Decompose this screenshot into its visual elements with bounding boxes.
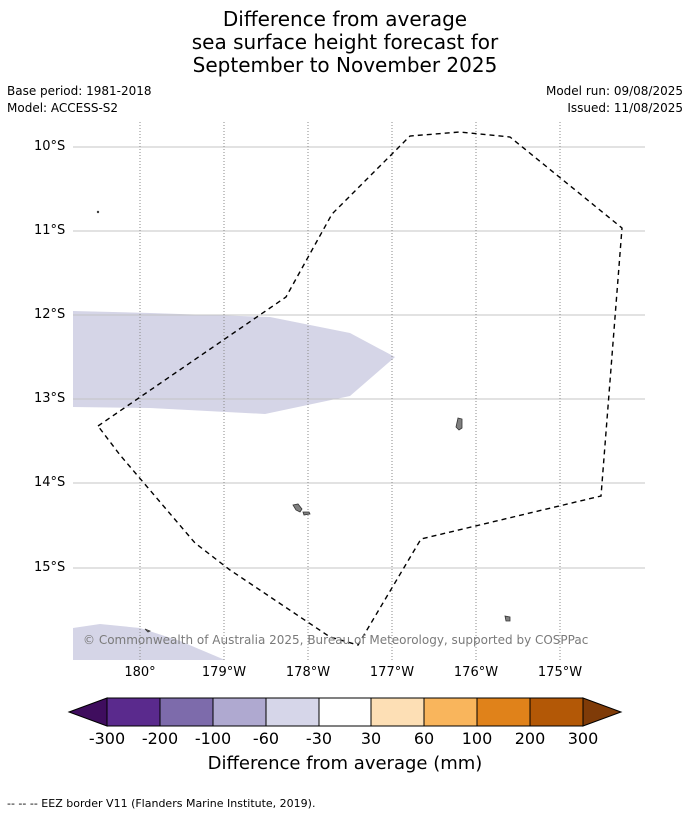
lon-label-180: 180° (124, 665, 156, 680)
colorbar-bin-3 (212, 697, 267, 727)
colorbar-tick: 300 (567, 729, 599, 748)
lon-label-176w: 176°W (453, 665, 499, 680)
title-line-3: September to November 2025 (192, 53, 498, 77)
colorbar-bin-4 (265, 697, 320, 727)
base-period: Base period: 1981-2018 (7, 84, 152, 98)
colorbar-bin-6 (370, 697, 425, 727)
latitude-gridlines (73, 146, 645, 569)
lon-label-175w: 175°W (537, 665, 583, 680)
colorbar-label: Difference from average (mm) (207, 753, 483, 774)
lon-label-178w: 178°W (285, 665, 331, 680)
lon-label-177w: 177°W (369, 665, 415, 680)
colorbar-extend-high (582, 697, 623, 727)
anomaly-region-lower (73, 624, 225, 660)
island-futuna (292, 503, 303, 513)
colorbar-tick: -100 (194, 729, 232, 748)
island-speck (96, 210, 100, 214)
island-east (504, 615, 511, 622)
lat-label-12s: 12°S (34, 307, 66, 322)
model-run: Model run: 09/08/2025 (545, 84, 683, 98)
lat-label-14s: 14°S (34, 475, 66, 490)
colorbar-tick: 30 (360, 729, 382, 748)
island-alofi (302, 511, 311, 516)
colorbar-tick: -60 (252, 729, 280, 748)
title-line-1: Difference from average (222, 7, 468, 31)
colorbar-bin-5 (318, 697, 372, 727)
colorbar-tick: -300 (88, 729, 126, 748)
lon-label-179w: 179°W (201, 665, 247, 680)
colorbar-bin-7 (423, 697, 478, 727)
lat-label-15s: 15°S (34, 560, 66, 575)
colorbar-tick: -30 (305, 729, 333, 748)
island-southwest (144, 628, 151, 633)
meta-right: Model run: 09/08/2025 Issued: 11/08/2025 (546, 83, 683, 117)
colorbar-bin-1 (106, 697, 161, 727)
title-line-2: sea surface height forecast for (191, 30, 499, 54)
meta-left: Base period: 1981-2018 Model: ACCESS-S2 (7, 83, 152, 117)
lat-label-10s: 10°S (34, 139, 66, 154)
issued-date: Issued: 11/08/2025 (567, 101, 683, 115)
map-title: Difference from average sea surface heig… (0, 8, 690, 77)
colorbar-tick: 60 (413, 729, 435, 748)
colorbar-bin-2 (159, 697, 214, 727)
colorbar-extend-low (67, 697, 108, 727)
model-name: Model: ACCESS-S2 (7, 101, 119, 115)
colorbar-tick: 100 (461, 729, 493, 748)
eez-border (96, 131, 623, 646)
colorbar-tick: -200 (141, 729, 179, 748)
colorbar-bin-9 (529, 697, 584, 727)
copyright-notice: © Commonwealth of Australia 2025, Bureau… (83, 633, 589, 647)
lat-label-13s: 13°S (34, 391, 66, 406)
colorbar-tick: 200 (514, 729, 546, 748)
island-wallis (455, 417, 463, 431)
islands (96, 210, 511, 633)
eez-footnote: -- -- -- EEZ border V11 (Flanders Marine… (7, 797, 316, 810)
colorbar-bin-8 (476, 697, 531, 727)
lat-label-11s: 11°S (34, 223, 66, 238)
